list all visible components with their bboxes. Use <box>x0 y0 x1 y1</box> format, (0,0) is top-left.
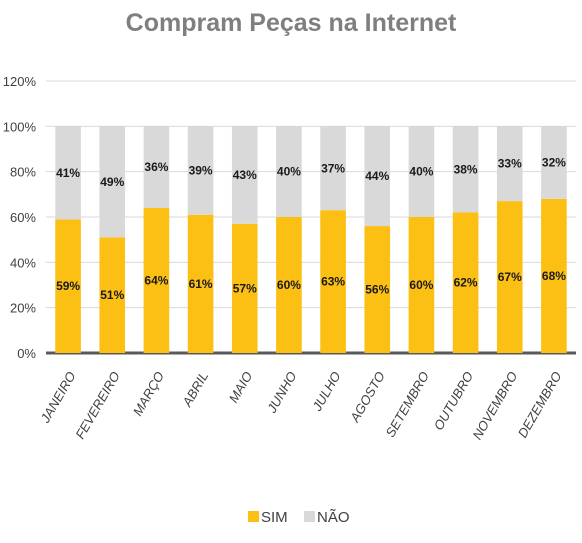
bar-não-agosto <box>364 126 391 227</box>
data-label: 44% <box>365 169 389 183</box>
x-tick-label: MAIO <box>226 369 256 405</box>
data-label: 37% <box>321 161 345 175</box>
bar-sim-fevereiro <box>99 237 126 353</box>
data-label: 51% <box>100 288 124 302</box>
x-tick-label: DEZEMBRO <box>515 369 565 440</box>
legend-swatch-não <box>304 511 315 522</box>
data-label: 67% <box>498 270 522 284</box>
bars <box>55 126 567 353</box>
y-axis-ticks: 0% 20% 40% 60% 80% 100% 120% <box>3 74 37 361</box>
bar-não-novembro <box>496 126 523 202</box>
x-tick-label: OUTUBRO <box>431 369 476 433</box>
x-tick-label: NOVEMBRO <box>469 369 520 442</box>
bar-sim-agosto <box>364 226 391 353</box>
data-label: 68% <box>542 269 566 283</box>
x-tick-label: JUNHO <box>264 369 300 416</box>
data-label: 40% <box>277 165 301 179</box>
data-label: 49% <box>100 175 124 189</box>
x-tick-label: JANEIRO <box>37 369 79 426</box>
data-label: 56% <box>365 283 389 297</box>
data-label: 62% <box>454 276 478 290</box>
bar-não-março <box>143 126 170 208</box>
x-tick-label: MARÇO <box>130 369 167 418</box>
y-tick-label: 80% <box>10 165 36 180</box>
bar-sim-novembro <box>496 201 523 353</box>
x-tick-label: AGOSTO <box>347 369 388 425</box>
bar-sim-setembro <box>408 217 435 353</box>
legend-label: SIM <box>261 509 288 526</box>
data-label: 36% <box>144 160 168 174</box>
gridlines <box>46 80 576 355</box>
data-label: 33% <box>498 157 522 171</box>
y-tick-label: 0% <box>17 346 36 361</box>
y-tick-label: 60% <box>10 210 36 225</box>
bar-não-setembro <box>408 126 435 217</box>
legend: SIM NÃO <box>248 509 350 526</box>
legend-swatch-sim <box>248 511 259 522</box>
data-label: 40% <box>409 165 433 179</box>
bar-não-janeiro <box>55 126 81 220</box>
data-label: 38% <box>454 162 478 176</box>
bar-não-junho <box>276 126 302 217</box>
bar-sim-maio <box>231 223 258 353</box>
x-tick-label: FEVEREIRO <box>72 369 123 442</box>
chart-title: Compram Peças na Internet <box>126 9 457 37</box>
data-label: 59% <box>56 279 80 293</box>
bar-sim-abril <box>187 214 214 353</box>
x-tick-label: JULHO <box>309 369 344 414</box>
bar-não-abril <box>187 126 214 215</box>
data-label: 63% <box>321 275 345 289</box>
bar-sim-janeiro <box>55 219 81 353</box>
x-tick-label: ABRIL <box>179 369 211 410</box>
y-tick-label: 100% <box>3 119 37 134</box>
bar-sim-junho <box>276 217 302 353</box>
bar-não-julho <box>320 126 346 211</box>
data-label: 60% <box>277 278 301 292</box>
bar-sim-julho <box>320 210 346 353</box>
y-tick-label: 120% <box>3 74 37 89</box>
data-label: 57% <box>233 281 257 295</box>
data-label: 64% <box>144 273 168 287</box>
x-tick-label: SETEMBRO <box>383 369 432 440</box>
y-tick-label: 20% <box>10 301 36 316</box>
bar-sim-outubro <box>452 212 479 353</box>
bar-sim-dezembro <box>541 198 567 353</box>
data-label: 60% <box>409 278 433 292</box>
data-label: 43% <box>233 168 257 182</box>
bar-não-maio <box>231 126 258 224</box>
bar-não-dezembro <box>541 126 567 199</box>
data-label: 61% <box>189 277 213 291</box>
legend-label: NÃO <box>317 509 350 526</box>
y-tick-label: 40% <box>10 255 36 270</box>
data-label: 32% <box>542 156 566 170</box>
data-labels: 59% 41% 51% 49% 64% 36% 61% 39% 57% 43% 60% 40% 63% 3… <box>56 156 566 303</box>
data-label: 39% <box>189 164 213 178</box>
bar-sim-março <box>143 207 170 353</box>
bar-não-outubro <box>452 126 479 213</box>
data-label: 41% <box>56 166 80 180</box>
bar-não-fevereiro <box>99 126 126 238</box>
